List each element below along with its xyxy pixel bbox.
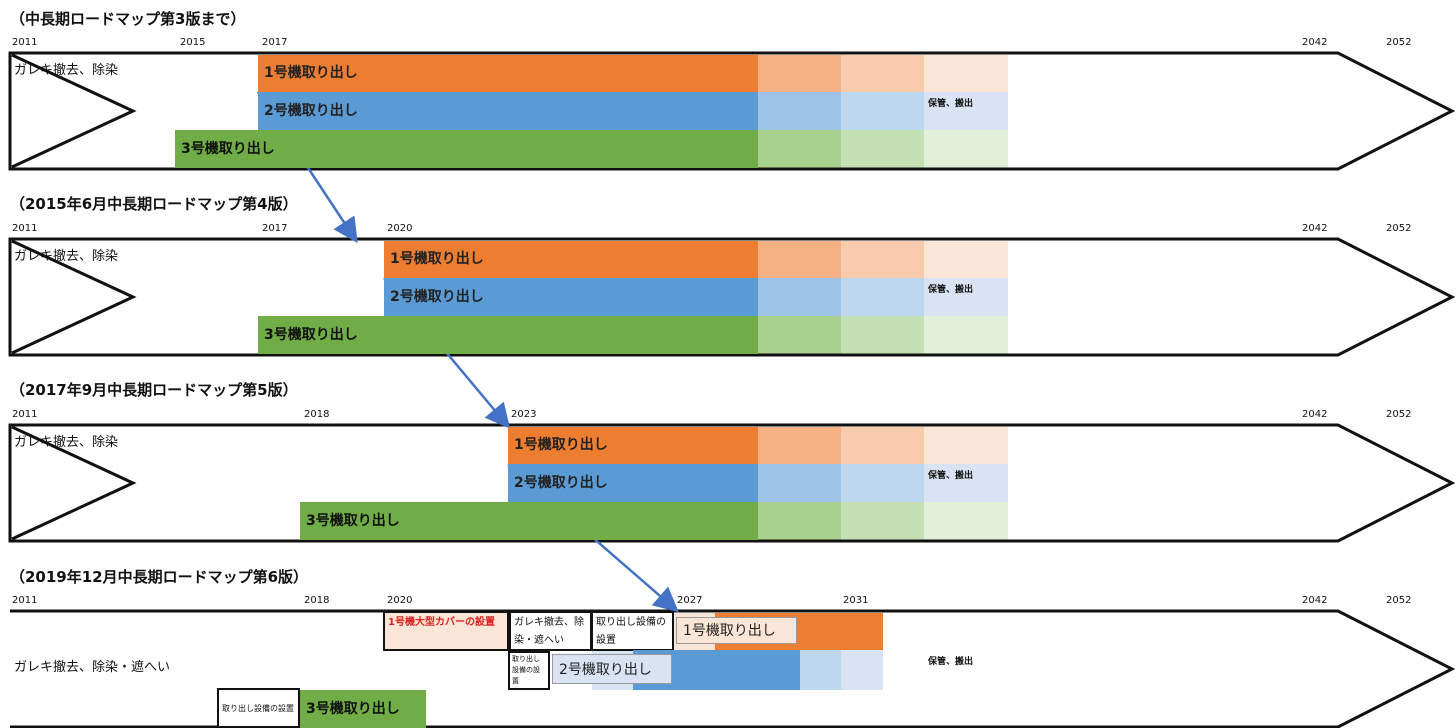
section1-year-start: 2011 [12, 37, 38, 48]
section2-year-a: 2017 [262, 223, 288, 234]
section4-heading: （2019年12月中長期ロードマップ第6版） [10, 568, 309, 586]
section1-year-a: 2015 [180, 37, 206, 48]
section4-unit1-label: 1号機取り出し [676, 617, 797, 644]
section4-storage-label: 保管、搬出 [928, 657, 974, 667]
section2-year-b: 2020 [387, 223, 413, 234]
section3-year-b: 2023 [511, 409, 537, 420]
section3-left-label: ガレキ撤去、除染 [14, 435, 119, 450]
section3-year-start: 2011 [12, 409, 38, 420]
fade-blocks-2 [758, 241, 1008, 354]
section1-unit1-bar: 1号機取り出し [258, 55, 758, 92]
section3-storage-label: 保管、搬出 [928, 471, 974, 481]
section1-year-b: 2017 [262, 37, 288, 48]
section3-unit2-bar: 2号機取り出し [508, 464, 758, 502]
section4-left-label: ガレキ撤去、除染・遮へい [14, 660, 171, 675]
section4-year-2042: 2042 [1302, 595, 1328, 606]
section1-year-2042: 2042 [1302, 37, 1328, 48]
section2-year-2042: 2042 [1302, 223, 1328, 234]
section1-storage-label: 保管、搬出 [928, 99, 974, 109]
section2-year-2052: 2052 [1386, 223, 1412, 234]
section4-equip3-box: 取り出し設備の設置 [217, 688, 300, 728]
section4-unit3-bar: 3号機取り出し [300, 690, 426, 728]
section4-year-d: 2031 [843, 595, 869, 606]
section4-unit2-label: 2号機取り出し [552, 654, 672, 684]
section3-heading: （2017年9月中長期ロードマップ第5版） [10, 381, 298, 399]
section2-year-start: 2011 [12, 223, 38, 234]
fade-blocks-1 [758, 55, 1008, 168]
section4-cover-box: 1号機大型カバーの設置 [383, 611, 509, 651]
section2-storage-label: 保管、搬出 [928, 285, 974, 295]
section3-year-a: 2018 [304, 409, 330, 420]
section4-year-c: 2027 [677, 595, 703, 606]
section1-left-label: ガレキ撤去、除染 [14, 63, 119, 78]
section3-unit3-bar: 3号機取り出し [300, 502, 758, 540]
section2-unit1-bar: 1号機取り出し [384, 241, 758, 278]
section1-unit3-bar: 3号機取り出し [175, 130, 758, 168]
section1-heading: （中長期ロードマップ第3版まで） [10, 10, 246, 28]
section3-year-2052: 2052 [1386, 409, 1412, 420]
section2-unit2-bar: 2号機取り出し [384, 278, 758, 316]
section3-year-2042: 2042 [1302, 409, 1328, 420]
section2-unit3-bar: 3号機取り出し [258, 316, 758, 354]
section2-left-label: ガレキ撤去、除染 [14, 249, 119, 264]
section4-equip-box: 取り出し設備の設置 [591, 611, 674, 651]
section4-year-start: 2011 [12, 595, 38, 606]
section4-equip2-box: 取り出し設備の設置 [508, 651, 550, 690]
section4-outline [10, 609, 1456, 728]
section4-rubble-box: ガレキ撤去、除染・遮へい [509, 611, 592, 651]
section1-outline [8, 51, 1456, 171]
section4-year-b: 2020 [387, 595, 413, 606]
section4-year-a: 2018 [304, 595, 330, 606]
section3-outline [8, 423, 1456, 543]
section1-year-2052: 2052 [1386, 37, 1412, 48]
section4-year-2052: 2052 [1386, 595, 1412, 606]
section2-outline [8, 237, 1456, 357]
fade-blocks-3 [758, 427, 1008, 540]
section1-unit2-bar: 2号機取り出し [258, 92, 758, 130]
section3-unit1-bar: 1号機取り出し [508, 427, 758, 464]
section2-heading: （2015年6月中長期ロードマップ第4版） [10, 195, 298, 213]
